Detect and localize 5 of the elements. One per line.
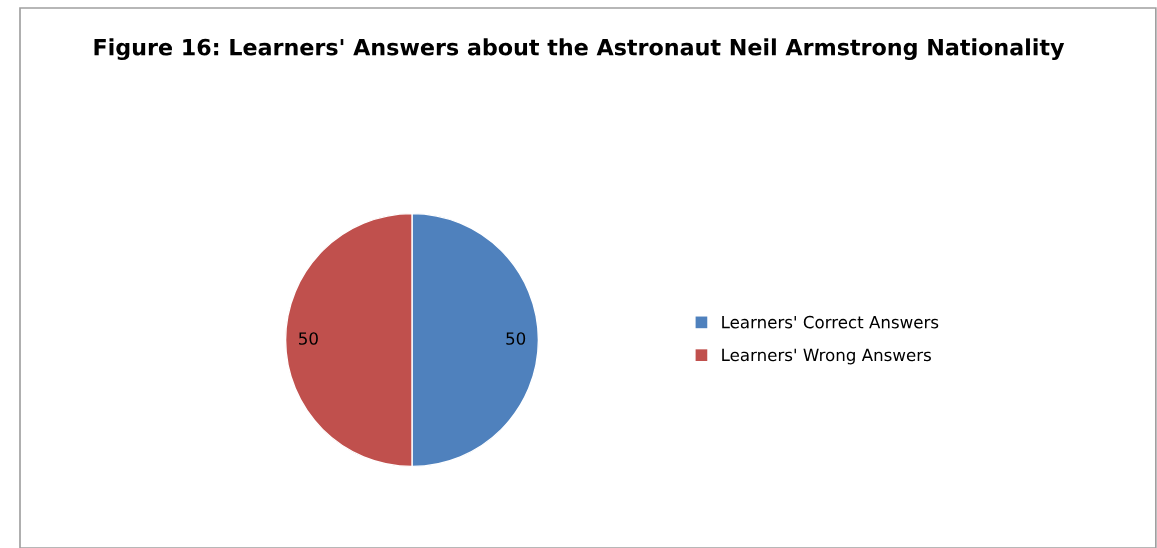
data-label: 50 <box>506 332 526 345</box>
chart-title: Figure 16: Learners' Answers about the Astronaut Neil Armstrong Nationality <box>94 38 1065 61</box>
legend-label: Learners' Wrong Answers <box>722 348 931 365</box>
data-label: 50 <box>299 332 318 345</box>
legend-label: Learners' Correct Answers <box>722 315 939 329</box>
